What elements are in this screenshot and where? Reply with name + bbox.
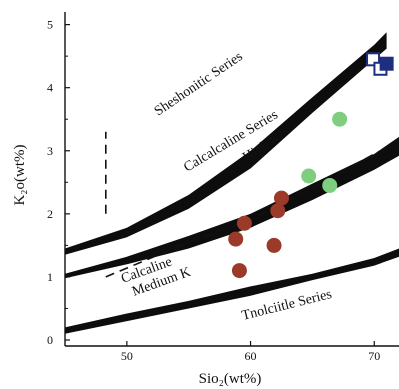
y-tick-label-4: 4 <box>47 81 53 95</box>
circle-point <box>228 231 244 247</box>
boundary-band-3 <box>65 248 399 334</box>
circle-point <box>332 111 348 127</box>
y-tick-label-2: 2 <box>47 207 53 221</box>
dashed-lines <box>105 131 394 278</box>
circle-point <box>322 177 338 193</box>
circle-point <box>231 263 247 279</box>
axes: 0 1 2 3 4 5 50 60 70 <box>47 12 399 363</box>
y-tick-label-3: 3 <box>47 144 53 158</box>
y-tick-label-5: 5 <box>47 18 53 32</box>
x-tick-label-50: 50 <box>121 349 133 363</box>
circle-point <box>270 203 286 219</box>
circle-point <box>301 168 317 184</box>
x-tick-label-60: 60 <box>245 349 257 363</box>
circle-point <box>273 190 289 206</box>
x-tick-label-70: 70 <box>368 349 380 363</box>
square-point <box>379 56 394 71</box>
y-axis-title: K₂o(wt%) <box>12 144 28 205</box>
circle-point <box>266 237 282 253</box>
boundary-bands <box>65 32 399 334</box>
data-points <box>228 52 394 279</box>
field-label-sheshonitic: Sheshonitic Series <box>152 49 246 119</box>
y-tick-label-0: 0 <box>47 333 53 347</box>
y-tick-label-1: 1 <box>47 270 53 284</box>
circle-point <box>236 215 252 231</box>
x-axis-title: Sio₂(wt%) <box>199 371 262 387</box>
boundary-band-2 <box>65 136 399 279</box>
